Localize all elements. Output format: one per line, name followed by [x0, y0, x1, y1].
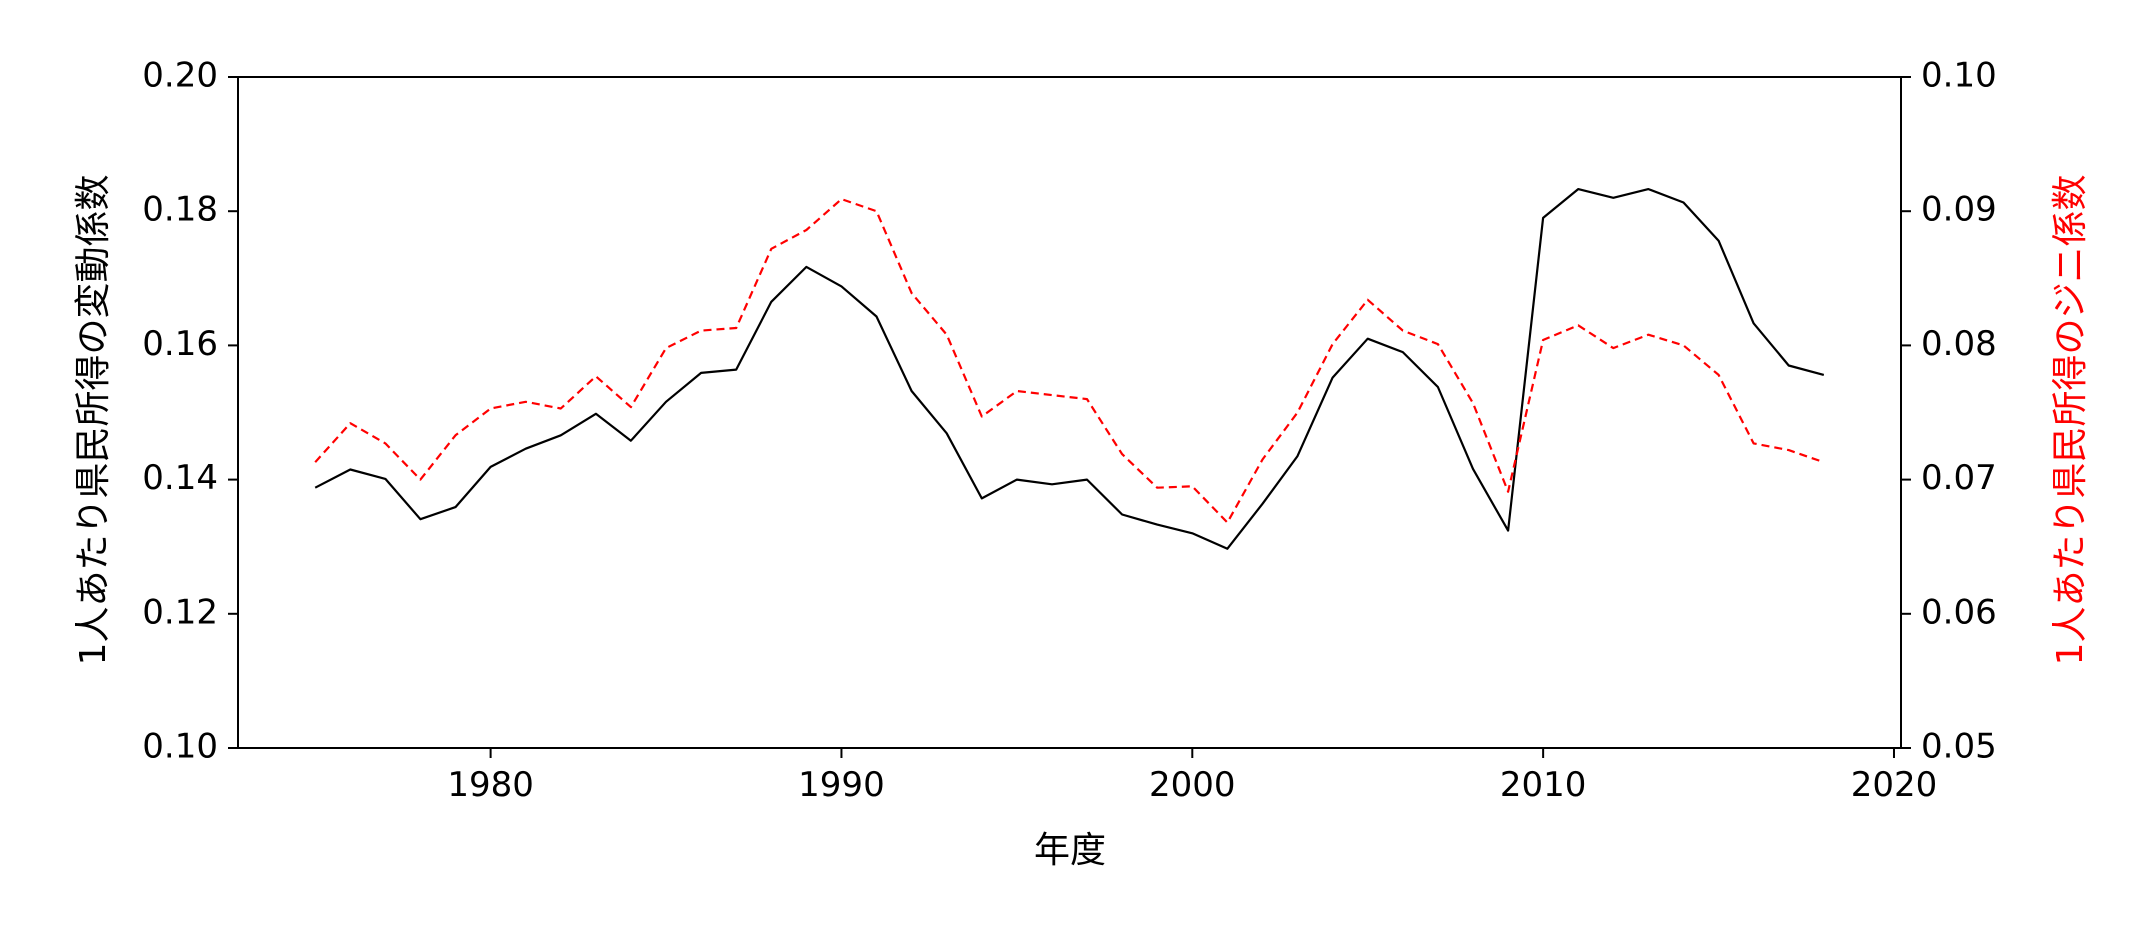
variation-coefficient-line: [314, 188, 1825, 550]
x-tick-label: 1990: [798, 765, 885, 805]
x-tick-label: 2010: [1500, 765, 1587, 805]
ticks-layer: 1980 1990 2000 2010 2020 0.10 0.12 0.14 0.16 0.18…: [142, 56, 1996, 806]
right-y-tick-label: 0.10: [1921, 56, 1997, 96]
right-y-axis-title: 1人あたり県民所得のジニ係数: [2050, 175, 2091, 666]
right-y-tick-label: 0.09: [1921, 190, 1997, 230]
gini-coefficient-line: [314, 198, 1825, 524]
axes-layer: [237, 76, 1902, 749]
right-y-tick-label: 0.08: [1921, 324, 1997, 364]
x-axis-title: 年度: [1034, 830, 1106, 871]
x-tick-label: 2000: [1149, 765, 1236, 805]
left-y-tick-label: 0.18: [142, 190, 218, 230]
left-y-tick-label: 0.14: [142, 458, 218, 498]
left-y-axis-title: 1人あたり県民所得の変動係数: [73, 175, 114, 666]
series-layer: [314, 188, 1825, 550]
x-tick-label: 2020: [1851, 765, 1938, 805]
left-y-tick-label: 0.20: [142, 56, 218, 96]
right-y-tick-label: 0.07: [1921, 458, 1997, 498]
right-y-tick-label: 0.06: [1921, 592, 1997, 632]
x-tick-label: 1980: [447, 765, 534, 805]
right-y-tick-label: 0.05: [1921, 727, 1997, 767]
left-y-tick-label: 0.16: [142, 324, 218, 364]
left-y-tick-label: 0.10: [142, 727, 218, 767]
left-y-tick-label: 0.12: [142, 592, 218, 632]
